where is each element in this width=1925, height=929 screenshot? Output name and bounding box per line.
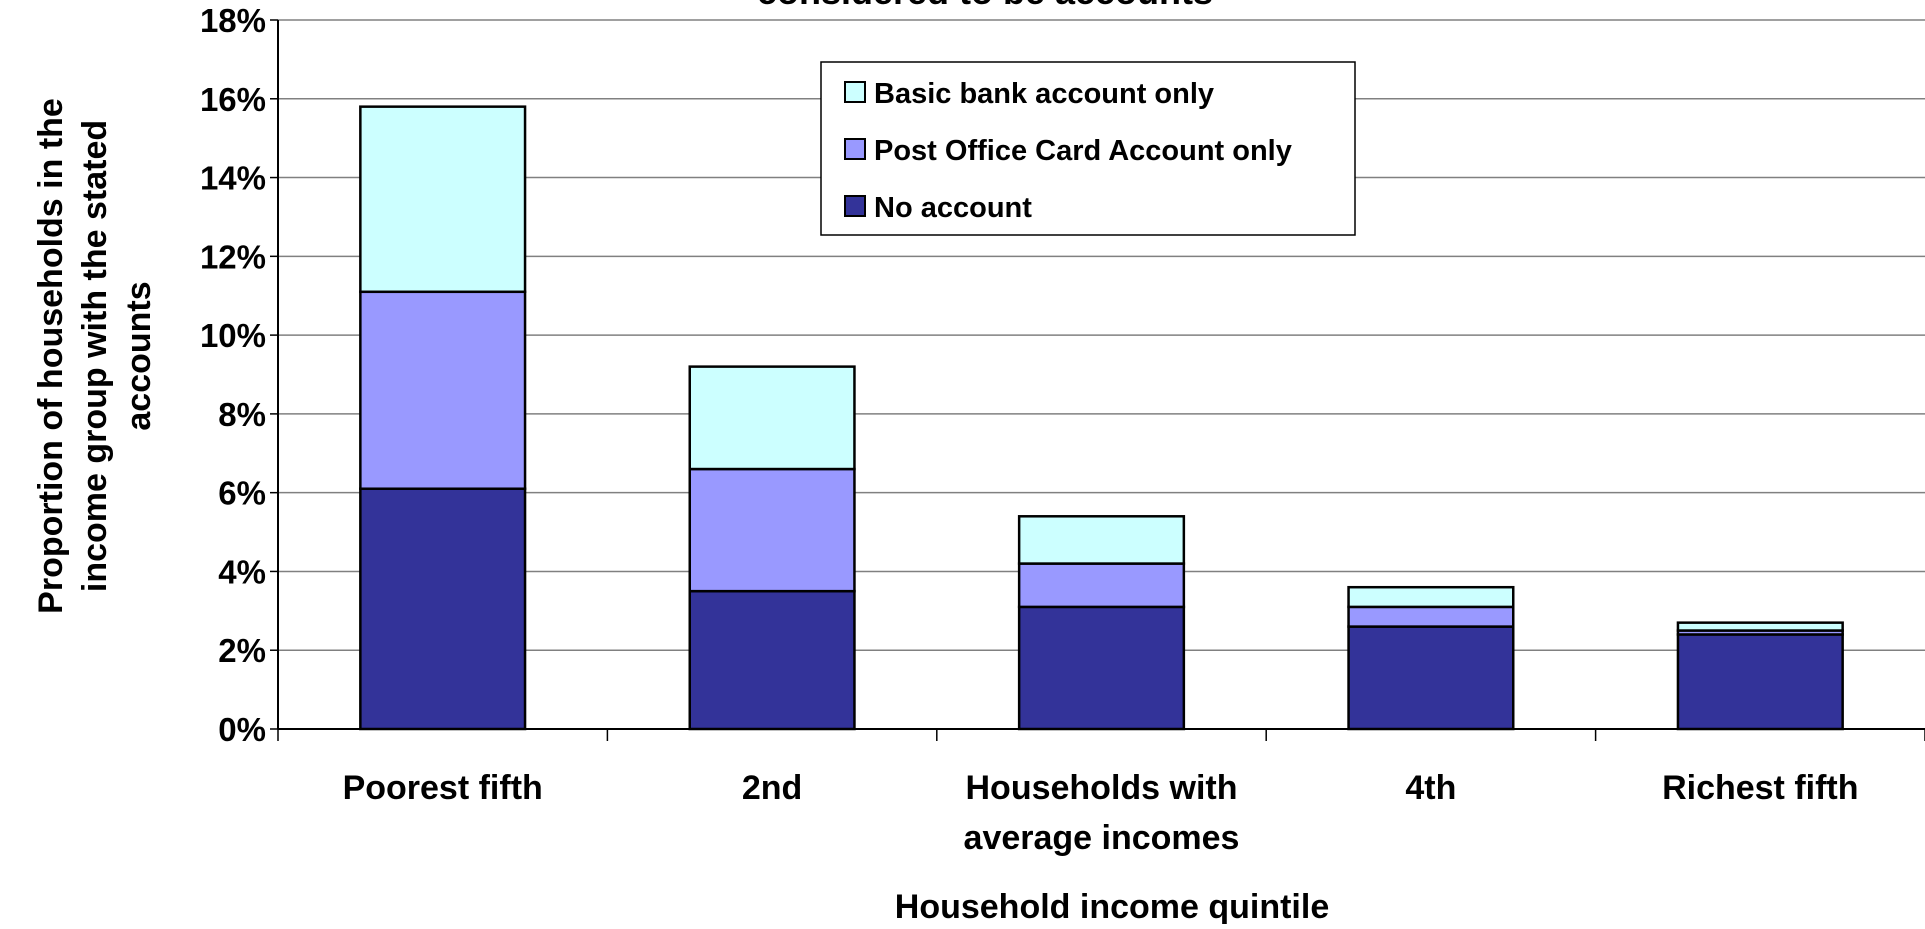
x-tick-labels: Poorest fifth 2nd Households with average i… — [343, 769, 1859, 857]
legend: Basic bank account only Post Office Card … — [821, 62, 1355, 235]
bar-segment — [690, 469, 855, 591]
bar-segment — [1349, 627, 1514, 729]
bar-segment — [360, 107, 525, 292]
x-tick-label: Poorest fifth — [343, 769, 543, 807]
legend-swatch — [845, 139, 865, 159]
bar-segment — [690, 591, 855, 729]
y-tick-label: 14% — [200, 160, 266, 197]
y-axis-label-text: Proportion of households in the income gr… — [32, 98, 158, 614]
x-axis-label: Household income quintile — [895, 888, 1329, 924]
legend-label: Post Office Card Account only — [874, 135, 1292, 167]
y-tick-label: 2% — [218, 632, 266, 669]
bar-segment — [1019, 564, 1184, 607]
y-tick-label: 16% — [200, 81, 266, 118]
y-tick-label: 18% — [200, 2, 266, 39]
y-tick-label: 12% — [200, 238, 266, 275]
bar-segment — [360, 489, 525, 729]
y-tick-labels: 0% 2% 4% 6% 8% 10% 12% 14% 16% 18% — [200, 2, 266, 748]
y-tick-label: 4% — [218, 553, 266, 590]
y-tick-label: 0% — [218, 711, 266, 748]
x-tick-label: Households with average incomes — [964, 769, 1240, 857]
bar-segment — [690, 367, 855, 469]
legend-swatch — [845, 82, 865, 102]
legend-label: No account — [874, 192, 1032, 224]
x-tick-label: Richest fifth — [1662, 769, 1858, 807]
y-tick-label: 6% — [218, 475, 266, 512]
bar-segment — [1019, 516, 1184, 563]
bar-segment — [360, 292, 525, 489]
y-axis-label: Proportion of households in the income gr… — [32, 98, 158, 614]
bar-segment — [1349, 587, 1514, 607]
legend-swatch — [845, 196, 865, 216]
x-tick-label: 4th — [1405, 769, 1456, 807]
chart-title: considered to be accounts — [757, 0, 1213, 12]
bar-segment — [1678, 623, 1843, 631]
bar-segment — [1019, 607, 1184, 729]
legend-label: Basic bank account only — [874, 78, 1214, 110]
bar-segment — [1349, 607, 1514, 627]
y-tick-label: 10% — [200, 317, 266, 354]
y-tick-label: 8% — [218, 396, 266, 433]
x-tick-label: 2nd — [742, 769, 802, 807]
bar-segment — [1678, 634, 1843, 729]
